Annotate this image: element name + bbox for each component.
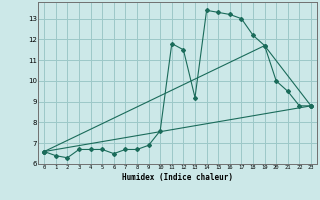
- X-axis label: Humidex (Indice chaleur): Humidex (Indice chaleur): [122, 173, 233, 182]
